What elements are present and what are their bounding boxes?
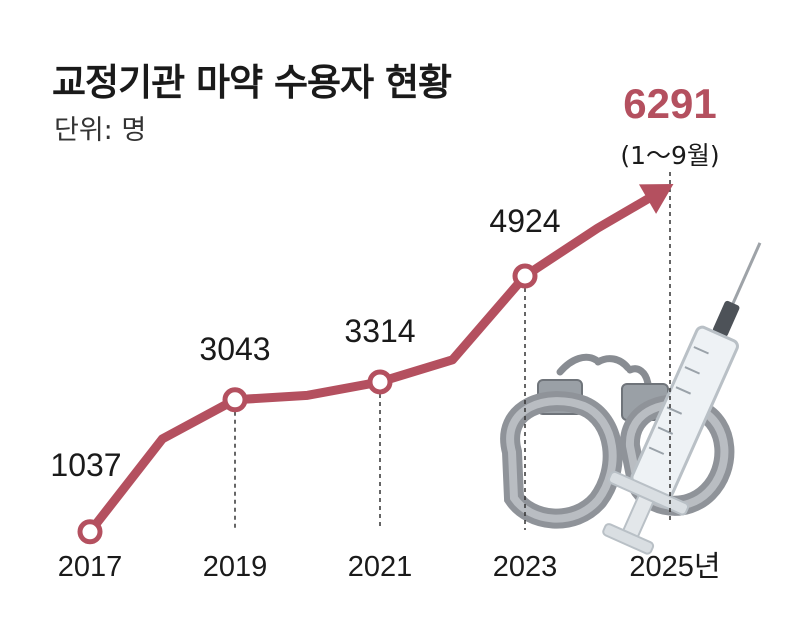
value-label: 3314 bbox=[344, 313, 415, 349]
syringe-icon bbox=[602, 242, 762, 555]
x-tick-label: 2017 bbox=[58, 551, 123, 583]
data-point bbox=[512, 263, 538, 289]
data-point bbox=[77, 519, 103, 545]
series-arrowhead bbox=[638, 184, 674, 214]
illustration bbox=[500, 242, 762, 555]
data-point bbox=[367, 369, 393, 395]
x-tick-label: 2023 bbox=[493, 551, 558, 583]
points-group bbox=[77, 263, 538, 545]
x-tick-label: 2021 bbox=[348, 551, 413, 583]
guide-lines bbox=[89, 172, 671, 544]
value-label: 3043 bbox=[199, 331, 270, 367]
x-axis: 2017 2019 2021 2023 2025년 bbox=[58, 551, 721, 583]
value-label: 6291 bbox=[623, 80, 716, 127]
handcuffs-icon bbox=[500, 353, 735, 529]
x-tick-label: 2019 bbox=[203, 551, 268, 583]
value-label: 4924 bbox=[489, 203, 560, 239]
period-note: (1～9월) bbox=[620, 141, 719, 170]
chart-title: 교정기관 마약 수용자 현황 bbox=[52, 61, 452, 104]
data-point bbox=[222, 387, 248, 413]
value-label: 1037 bbox=[50, 447, 121, 483]
x-tick-label: 2025년 bbox=[629, 551, 720, 583]
unit-label: 단위: 명 bbox=[54, 115, 147, 146]
labels-group: 1037 3043 3314 4924 6291 (1～9월) bbox=[50, 80, 719, 483]
